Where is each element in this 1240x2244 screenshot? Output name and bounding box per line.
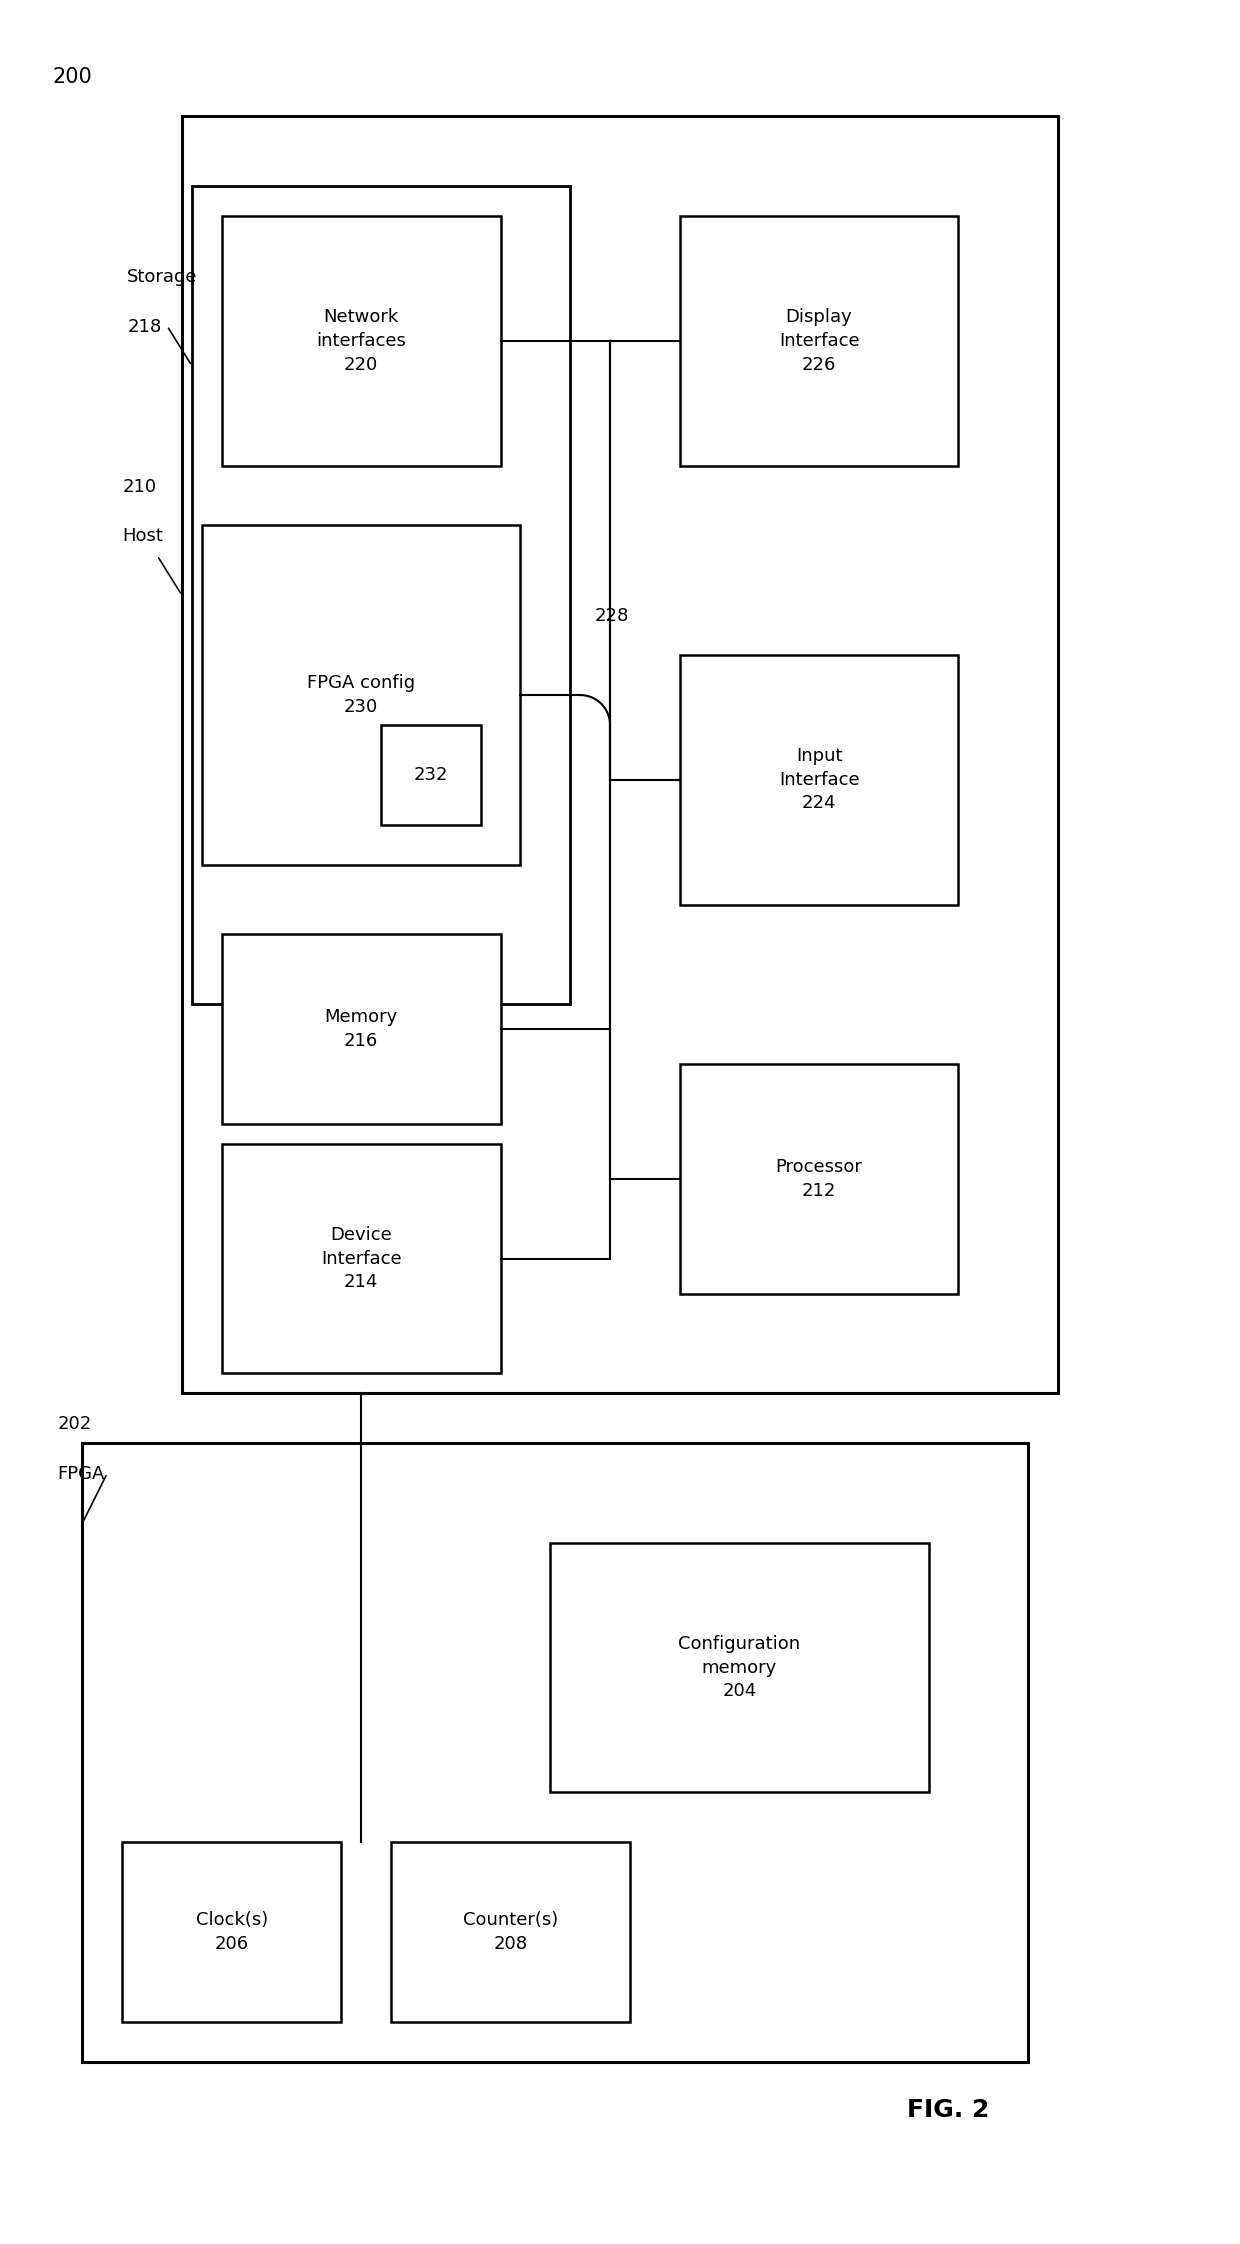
Bar: [680, 215, 959, 465]
Bar: [222, 934, 501, 1124]
Text: 210: 210: [123, 478, 156, 496]
Text: 232: 232: [414, 765, 448, 783]
Text: FIG. 2: FIG. 2: [908, 2098, 990, 2121]
Text: FPGA: FPGA: [57, 1465, 105, 1483]
Bar: [551, 1544, 929, 1793]
Text: FPGA config
230: FPGA config 230: [308, 673, 415, 716]
Bar: [222, 1144, 501, 1373]
Text: Memory
216: Memory 216: [325, 1008, 398, 1050]
Bar: [182, 117, 1058, 1394]
Text: Storage: Storage: [128, 267, 197, 285]
Text: Network
interfaces
220: Network interfaces 220: [316, 307, 407, 373]
Bar: [202, 525, 521, 864]
Text: Configuration
memory
204: Configuration memory 204: [678, 1636, 801, 1701]
Text: 228: 228: [595, 608, 630, 626]
Text: Clock(s)
206: Clock(s) 206: [196, 1912, 268, 1952]
Text: 218: 218: [128, 319, 161, 337]
Bar: [391, 1842, 630, 2022]
Bar: [381, 725, 481, 826]
Text: Input
Interface
224: Input Interface 224: [779, 747, 859, 812]
Text: 202: 202: [57, 1416, 92, 1434]
Bar: [123, 1842, 341, 2022]
Text: Display
Interface
226: Display Interface 226: [779, 307, 859, 373]
Bar: [680, 655, 959, 904]
Text: Host: Host: [123, 527, 164, 545]
Bar: [82, 1443, 1028, 2062]
Text: Processor
212: Processor 212: [776, 1158, 863, 1201]
Text: Counter(s)
208: Counter(s) 208: [463, 1912, 558, 1952]
Bar: [222, 215, 501, 465]
Bar: [192, 186, 570, 1005]
Bar: [680, 1064, 959, 1293]
Text: 200: 200: [52, 67, 92, 88]
Text: Device
Interface
214: Device Interface 214: [321, 1225, 402, 1290]
